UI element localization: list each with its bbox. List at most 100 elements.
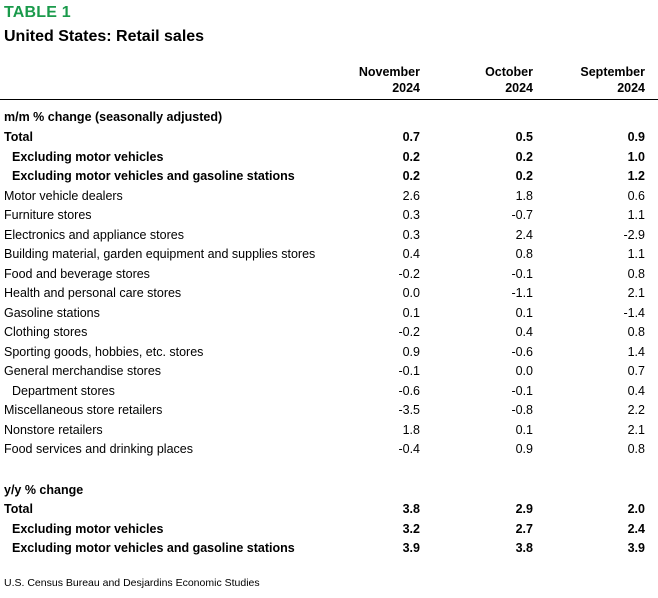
row-value: 0.0 [402,286,420,300]
section-heading-mm: m/m % change (seasonally adjusted) [4,110,223,124]
row-value: -1.1 [511,286,533,300]
table-row: Food and beverage stores -0.2 -0.1 0.8 [0,265,658,284]
row-label: Furniture stores [4,208,92,222]
row-value: 0.3 [402,227,420,242]
column-header-year: 2024 [392,81,420,95]
row-value: 2.7 [515,521,533,536]
row-value: 0.3 [402,208,420,222]
row-value: -0.6 [511,344,533,359]
row-value: 0.9 [515,442,533,456]
row-label: Food and beverage stores [4,266,150,281]
column-header-october: October 2024 [423,64,533,96]
table-row: Excluding motor vehicles and gasoline st… [0,539,658,558]
row-value: 1.8 [515,188,533,203]
row-label: Food services and drinking places [4,442,193,456]
row-label: Miscellaneous store retailers [4,403,163,417]
row-label: Excluding motor vehicles [12,149,164,164]
row-value: 0.2 [515,169,533,183]
row-value: 0.5 [515,130,533,144]
source-note: U.S. Census Bureau and Desjardins Econom… [4,577,260,589]
row-label: Total [4,502,33,516]
row-value: 0.1 [515,422,533,437]
section-heading-yy: y/y % change [4,483,84,497]
row-value: -0.8 [511,403,533,417]
table-row: Gasoline stations 0.1 0.1 -1.4 [0,304,658,323]
table-row: Nonstore retailers 1.8 0.1 2.1 [0,421,658,440]
column-header-month: November [358,65,420,79]
row-value: 0.4 [402,247,420,261]
table-row: Building material, garden equipment and … [0,245,658,264]
row-value: -3.5 [398,403,420,417]
table-row: Total 3.8 2.9 2.0 [0,500,658,519]
row-value: 0.7 [627,364,645,378]
table-row: Health and personal care stores 0.0 -1.1 2.… [0,284,658,303]
row-value: 0.7 [402,130,420,144]
row-value: 0.9 [627,130,645,144]
row-value: 2.4 [627,521,645,536]
row-label: Health and personal care stores [4,286,182,300]
row-value: 0.9 [402,344,420,359]
row-value: 0.2 [402,149,420,164]
table-row: Clothing stores -0.2 0.4 0.8 [0,323,658,342]
row-value: 1.1 [627,247,645,261]
row-value: 2.0 [627,502,645,516]
table-row: Excluding motor vehicles 3.2 2.7 2.4 [0,520,658,539]
row-value: 1.0 [627,149,645,164]
row-value: 1.2 [627,169,645,183]
row-value: -2.9 [623,227,645,242]
row-value: 2.2 [627,403,645,417]
row-value: 3.2 [402,521,420,536]
row-label: Gasoline stations [4,305,100,320]
row-value: 0.2 [515,149,533,164]
column-header-september: September 2024 [535,64,645,96]
row-value: -0.7 [511,208,533,222]
column-header-month: October [485,65,533,79]
table-row: Department stores -0.6 -0.1 0.4 [0,382,658,401]
row-label: Excluding motor vehicles and gasoline st… [12,541,295,555]
row-value: 3.9 [627,541,645,555]
table-row: General merchandise stores -0.1 0.0 0.7 [0,362,658,381]
row-value: 0.4 [627,383,645,398]
row-value: 0.6 [627,188,645,203]
table-row: Excluding motor vehicles 0.2 0.2 1.0 [0,148,658,167]
table-row: Electronics and appliance stores 0.3 2.4 -2… [0,226,658,245]
row-value: -1.4 [623,305,645,320]
row-value: 2.4 [515,227,533,242]
row-value: -0.6 [398,383,420,398]
row-label: Excluding motor vehicles [12,521,164,536]
table-number-label: TABLE 1 [4,4,71,21]
table-row: Motor vehicle dealers 2.6 1.8 0.6 [0,187,658,206]
row-value: -0.4 [398,442,420,456]
row-label: Excluding motor vehicles and gasoline st… [12,169,295,183]
table-row: Miscellaneous store retailers -3.5 -0.8 2.2 [0,401,658,420]
row-value: -0.2 [398,325,420,339]
row-value: 3.8 [402,502,420,516]
table-title: United States: Retail sales [4,28,205,45]
row-value: 0.8 [627,266,645,281]
table-row: Food services and drinking places -0.4 0.9… [0,440,658,459]
table-row: Sporting goods, hobbies, etc. stores 0.9 -… [0,343,658,362]
row-value: 0.2 [402,169,420,183]
row-label: Department stores [12,383,115,398]
column-header-month: September [580,65,645,79]
row-value: 3.9 [402,541,420,555]
row-value: 0.4 [515,325,533,339]
row-label: Motor vehicle dealers [4,188,123,203]
row-value: -0.1 [511,266,533,281]
row-value: -0.1 [398,364,420,378]
row-label: Electronics and appliance stores [4,227,184,242]
row-label: Building material, garden equipment and … [4,247,316,261]
row-value: -0.2 [398,266,420,281]
header-divider [0,99,658,100]
row-value: 1.4 [627,344,645,359]
row-value: 0.1 [515,305,533,320]
row-value: 2.1 [627,422,645,437]
column-header-november: November 2024 [310,64,420,96]
row-value: 0.0 [515,364,533,378]
column-header-year: 2024 [617,81,645,95]
table-row: Excluding motor vehicles and gasoline st… [0,167,658,186]
row-label: General merchandise stores [4,364,162,378]
row-value: 1.1 [627,208,645,222]
row-value: 1.8 [402,422,420,437]
table-row: Total 0.7 0.5 0.9 [0,128,658,147]
